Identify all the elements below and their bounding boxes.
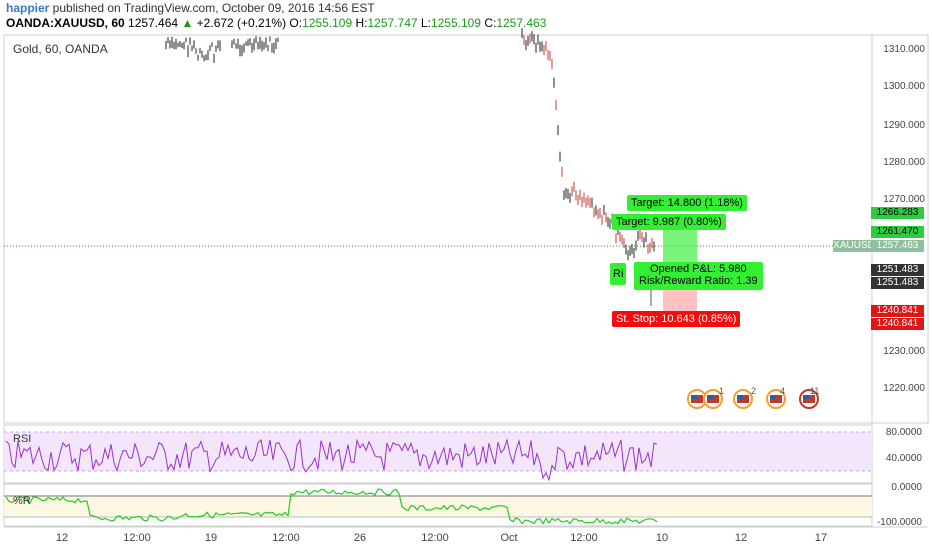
time-label: 12	[734, 532, 748, 544]
economic-event-flag[interactable]: 1	[702, 386, 725, 410]
last-price: 1257.464	[128, 16, 179, 30]
target-label-1[interactable]: Target: 14.800 (1.18%)	[627, 195, 747, 211]
economic-event-flag[interactable]: 4	[765, 386, 787, 410]
r-title[interactable]: %R	[13, 495, 31, 507]
symbol-tag: XAUUSD	[833, 240, 875, 252]
time-label: 17	[814, 532, 828, 544]
event-count: 2	[751, 386, 757, 396]
time-label: 10	[655, 532, 669, 544]
close-label: C:	[484, 16, 497, 30]
price-level: 1230.000	[883, 346, 925, 357]
opened-pnl: Opened P&L: 5.980	[649, 263, 747, 275]
open-value: 1255.109	[302, 16, 353, 30]
time-label: 12	[55, 532, 69, 544]
rsi-level: 80.0000	[885, 427, 922, 438]
low-value: 1255.109	[430, 16, 481, 30]
entry-tag: 1251.483	[871, 264, 924, 276]
stop-tag: 1240.841	[871, 305, 924, 317]
economic-event-flag[interactable]: 11	[798, 386, 820, 410]
publish-info: happier published on TradingView.com, Oc…	[6, 1, 375, 15]
time-label: 12:00	[570, 532, 598, 544]
publish-text: published on TradingView.com, October 09…	[49, 1, 375, 15]
time-label: 26	[353, 532, 367, 544]
r-series	[5, 488, 658, 526]
event-count: 4	[780, 386, 786, 396]
rsi-series	[5, 438, 658, 482]
time-label: 12:00	[421, 532, 449, 544]
high-label: H:	[355, 16, 368, 30]
economic-event-flag[interactable]: 2	[732, 386, 757, 410]
event-count: 1	[719, 386, 725, 396]
author-link[interactable]: happier	[6, 1, 50, 15]
price-change: +2.672 (+0.21%)	[196, 16, 287, 30]
price-level: 1270.000	[883, 194, 925, 205]
current-price-tag: 1257.463	[871, 240, 924, 252]
time-label: 12:00	[123, 532, 151, 544]
price-level: 1220.000	[883, 383, 925, 394]
target-high-tag: 1266.283	[871, 207, 924, 219]
risk-reward-ratio: Risk/Reward Ratio: 1.39	[639, 275, 758, 287]
price-level: 1300.000	[883, 81, 925, 92]
low-label: L:	[420, 16, 431, 30]
time-label: Oct	[500, 532, 518, 544]
high-value: 1257.747	[367, 16, 418, 30]
rsi-level: 40.0000	[885, 453, 922, 464]
loss-zone[interactable]	[663, 286, 697, 312]
time-label: 12:00	[272, 532, 300, 544]
r-level: 0.0000	[891, 482, 922, 493]
stop-label[interactable]: St. Stop: 10.643 (0.85%)	[612, 311, 741, 327]
event-count: 11	[810, 386, 820, 396]
price-level: 1310.000	[883, 44, 925, 55]
rsi-title[interactable]: RSI	[13, 433, 32, 445]
time-label: 19	[204, 532, 218, 544]
open-label: O:	[289, 16, 303, 30]
price-level: 1280.000	[883, 157, 925, 168]
chart-title: Gold, 60, OANDA	[13, 42, 108, 56]
r-band	[4, 496, 872, 517]
risk-label-partial[interactable]: Ri	[610, 263, 627, 285]
r-level: -100.0000	[876, 517, 922, 528]
close-value: 1257.463	[496, 16, 547, 30]
profit-zone[interactable]	[663, 230, 697, 264]
price-candles	[165, 28, 655, 306]
target-mid-tag: 1261.470	[871, 226, 924, 238]
price-level: 1290.000	[883, 120, 925, 131]
entry-tag: 1251.483	[871, 277, 924, 289]
symbol-label[interactable]: OANDA:XAUUSD, 60	[6, 16, 125, 30]
target-label-2[interactable]: Target: 9.987 (0.80%)	[612, 214, 726, 230]
ohlc-bar: OANDA:XAUUSD, 60 1257.464 ▲ +2.672 (+0.2…	[6, 16, 546, 30]
main-pane	[3, 34, 873, 424]
stop-tag: 1240.841	[871, 318, 924, 330]
pnl-label[interactable]: Opened P&L: 5.980 Risk/Reward Ratio: 1.3…	[634, 262, 763, 290]
up-arrow-icon: ▲	[181, 16, 194, 30]
